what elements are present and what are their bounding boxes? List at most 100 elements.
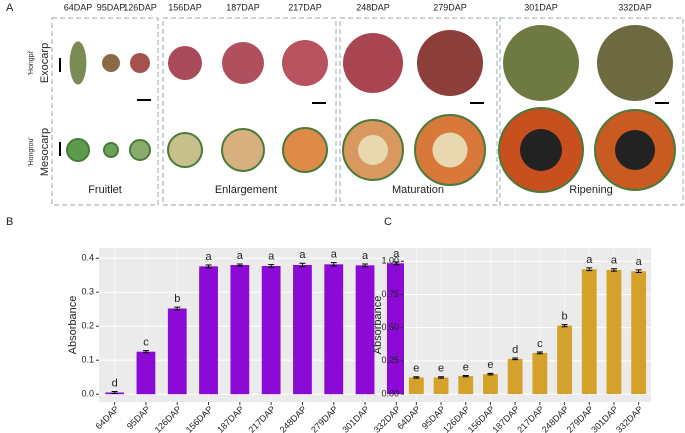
stage-label: 248DAP <box>356 2 390 12</box>
bar <box>261 266 281 395</box>
fruit-exocarp <box>130 53 150 73</box>
group-label: Enlargement <box>215 184 277 196</box>
error-bar <box>205 264 212 269</box>
error-bar <box>111 390 118 395</box>
x-tick-label: 332DAP <box>372 404 403 433</box>
x-tick-label: 217DAP <box>246 404 277 433</box>
bar <box>167 308 187 395</box>
stage-label: 95DAP <box>97 2 126 12</box>
y-axis-label: Absorbance <box>372 296 384 355</box>
y-tick-label: 0.1 <box>81 355 94 365</box>
error-bar <box>487 372 494 376</box>
cultivar-label: 'Hongpi' <box>28 51 35 76</box>
fruit-seeds <box>432 132 468 168</box>
significance-letter: a <box>299 249 306 261</box>
y-tick-label: 0.00 <box>381 388 399 398</box>
bar <box>483 374 498 395</box>
bar <box>532 352 548 395</box>
fruit-mesocarp <box>221 128 265 172</box>
significance-letter: a <box>611 255 618 267</box>
significance-letter: e <box>463 361 469 373</box>
fruit-exocarp <box>102 54 120 72</box>
significance-letter: a <box>586 254 593 266</box>
significance-letter: b <box>561 311 567 323</box>
x-tick-label: 95DAP <box>125 404 152 431</box>
significance-letter: d <box>512 344 518 356</box>
x-tick-label: 126DAP <box>153 404 184 433</box>
x-tick-label: 156DAP <box>184 404 215 433</box>
error-bar <box>512 357 519 361</box>
fruit-exocarp <box>597 25 673 101</box>
x-tick-label: 301DAP <box>340 404 371 433</box>
significance-letter: c <box>537 338 543 350</box>
error-bar <box>142 350 149 354</box>
group-box <box>51 17 159 206</box>
fruit-seeds <box>358 135 388 165</box>
y-tick-label: 0.3 <box>81 287 94 297</box>
bar <box>386 263 406 395</box>
y-tick-label: 0.25 <box>381 355 399 365</box>
error-bar <box>393 261 400 266</box>
stage-label: 64DAP <box>64 2 93 12</box>
fruit-exocarp <box>343 33 403 93</box>
significance-letter: e <box>487 359 493 371</box>
fruit-exocarp <box>282 40 328 86</box>
error-bar <box>561 324 568 328</box>
bar <box>293 264 312 395</box>
error-bar <box>413 376 420 379</box>
error-bar <box>438 376 445 379</box>
fruit-exocarp <box>222 42 264 84</box>
cultivar-label: 'Hongrou' <box>28 137 35 167</box>
group-box <box>499 17 684 206</box>
stage-label: 332DAP <box>618 2 652 12</box>
stage-label: 187DAP <box>226 2 260 12</box>
error-bar <box>174 306 181 311</box>
significance-letter: e <box>438 363 444 375</box>
fruit-exocarp <box>168 46 202 80</box>
x-tick-label: 279DAP <box>309 404 340 433</box>
stage-label: 279DAP <box>433 2 467 12</box>
significance-letter: b <box>174 293 180 305</box>
error-bar <box>635 269 642 274</box>
fruit-mesocarp <box>167 132 203 168</box>
group-label: Fruitlet <box>88 184 122 196</box>
y-axis-label: Absorbance <box>67 296 79 355</box>
panel-label: C <box>384 216 392 228</box>
error-bar <box>268 264 275 268</box>
bar <box>507 358 523 395</box>
panel-label: A <box>6 2 14 14</box>
significance-letter: a <box>636 256 643 268</box>
bar <box>324 264 344 395</box>
bar <box>557 325 572 395</box>
fruit-seeds <box>615 130 655 170</box>
significance-letter: a <box>268 251 275 263</box>
x-tick-label: 187DAP <box>215 404 246 433</box>
bar <box>458 376 474 395</box>
fruit-mesocarp <box>282 127 328 173</box>
error-bar <box>610 268 617 272</box>
fruit-exocarp <box>503 25 579 101</box>
stage-label: 217DAP <box>288 2 322 12</box>
bar <box>230 264 250 395</box>
stage-label: 156DAP <box>168 2 202 12</box>
x-tick-label: 332DAP <box>614 404 645 433</box>
bar <box>136 351 156 395</box>
significance-letter: a <box>331 249 338 261</box>
row-label: Exocarp <box>39 43 51 83</box>
y-tick-label: 0.4 <box>81 253 94 263</box>
group-label: Ripening <box>569 184 612 196</box>
fruit-seeds <box>520 129 562 171</box>
error-bar <box>362 263 369 268</box>
significance-letter: c <box>143 337 149 349</box>
fruit-mesocarp <box>66 138 90 162</box>
error-bar <box>299 262 306 268</box>
stage-label: 126DAP <box>123 2 157 12</box>
error-bar <box>536 351 543 355</box>
significance-letter: a <box>237 250 244 262</box>
error-bar <box>330 262 337 267</box>
fruit-exocarp <box>417 30 483 96</box>
group-box <box>339 17 498 206</box>
y-tick-label: 0.75 <box>381 289 399 299</box>
bar <box>199 266 218 395</box>
